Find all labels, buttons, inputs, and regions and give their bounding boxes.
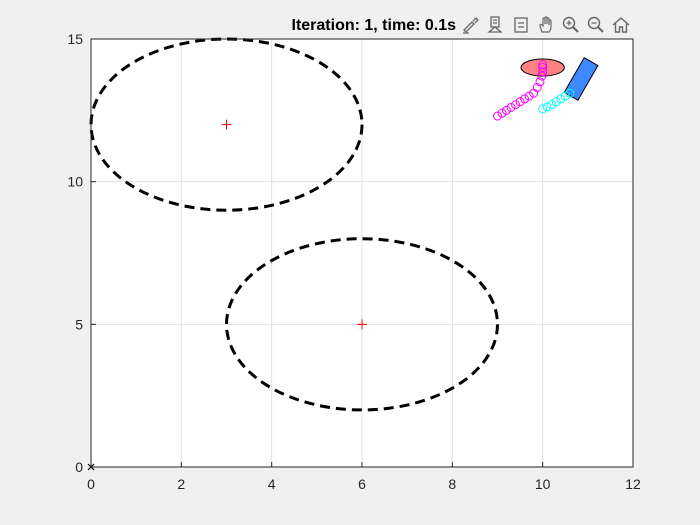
y-tick-label: 0	[75, 459, 83, 475]
home-icon[interactable]	[610, 14, 632, 36]
chart-title: Iteration: 1, time: 0.1s	[292, 17, 457, 34]
y-tick-label: 5	[75, 316, 83, 332]
y-tick-label: 10	[67, 174, 83, 190]
agent-1-trail-point	[538, 67, 548, 77]
obstacle-ellipse-1	[89, 37, 364, 212]
data-tips-icon[interactable]	[485, 14, 507, 36]
agent-2-trail-point	[556, 94, 566, 104]
agent-1-trail-point	[537, 71, 547, 81]
agent-2-trail-point	[560, 91, 570, 101]
x-tick-label: 4	[268, 476, 276, 492]
x-tick-label: 2	[177, 476, 185, 492]
y-tick-label: 15	[67, 31, 83, 47]
center-marker	[357, 319, 367, 330]
agent-1-trail-point	[497, 108, 507, 118]
agent-2-trail-point	[542, 102, 552, 112]
axes-toolbar	[460, 13, 632, 37]
zoom-out-icon[interactable]	[585, 14, 607, 36]
x-tick-label: 12	[625, 476, 641, 492]
agent-1-trail-point	[506, 102, 516, 112]
plot-data	[87, 37, 599, 471]
agent-1-trail-point	[520, 94, 530, 104]
brush-icon[interactable]	[460, 14, 482, 36]
x-tick-label: 8	[448, 476, 456, 492]
agent-1-trail-point	[515, 97, 525, 107]
x-tick-label: 6	[358, 476, 366, 492]
legend-icon[interactable]	[510, 14, 532, 36]
x-tick-label: 10	[535, 476, 551, 492]
agent-2-trail-point	[551, 97, 561, 107]
zoom-in-icon[interactable]	[560, 14, 582, 36]
ticks: 0 2 4 6 8 10 12 0 5 10 15	[67, 31, 641, 492]
rect-robot	[563, 57, 599, 101]
agent-2-trail-point	[538, 104, 548, 114]
agent-2-trail-point	[565, 88, 575, 98]
agent-1-trail-point	[524, 91, 534, 101]
center-marker	[221, 119, 232, 130]
agent-2-trail-point	[547, 100, 557, 110]
agent-1-trail-point	[532, 83, 542, 93]
obstacle-ellipse-2	[225, 237, 499, 412]
agent-1-trail-point	[538, 63, 548, 73]
agent-1-trail-point	[502, 105, 512, 115]
agent-1-trail-point	[538, 60, 548, 70]
x-tick-label: 0	[87, 476, 95, 492]
agent-1-trail-point	[493, 111, 502, 121]
agent-1-trail-point	[511, 100, 521, 110]
pan-icon[interactable]	[535, 14, 557, 36]
agent-1-trail-point	[535, 77, 545, 87]
